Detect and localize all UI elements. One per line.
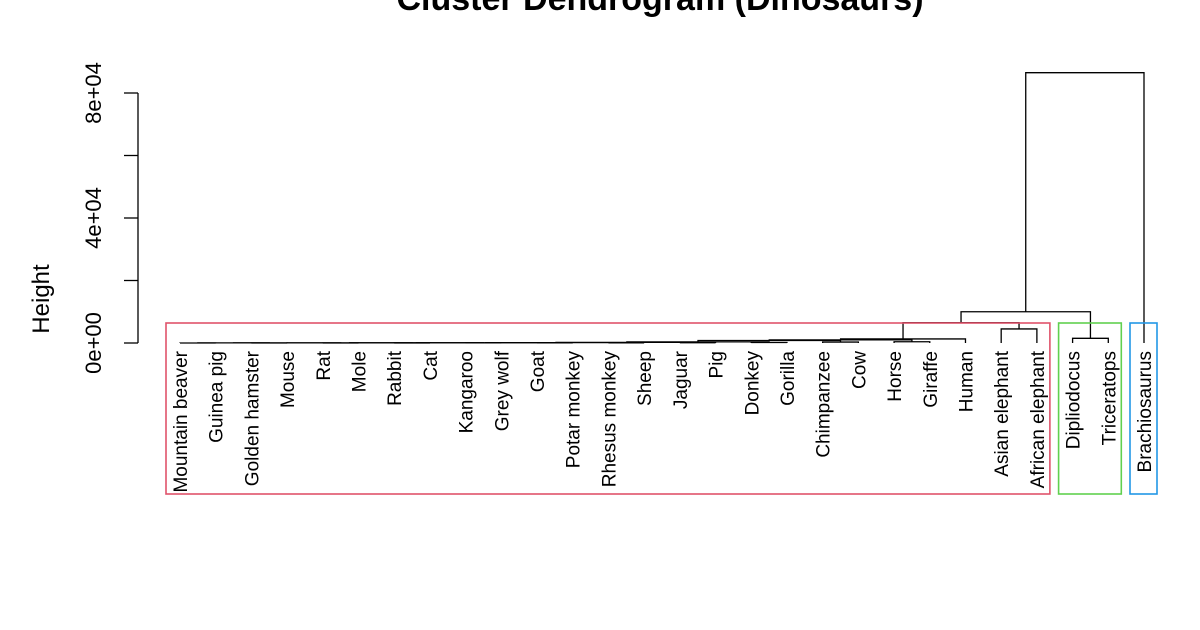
leaf-label-golden-hamster: Golden hamster xyxy=(242,350,263,486)
merge-mountain-beaver-human xyxy=(839,338,967,343)
merge-mountain-beaver-donkey xyxy=(626,341,770,343)
merge-mountain-beaver-brachiosaurus xyxy=(1025,72,1145,343)
merge-horse-giraffe xyxy=(893,341,931,343)
merge-asian-elephant-african-elephant xyxy=(1000,328,1038,343)
leaf-label-mole: Mole xyxy=(350,351,371,392)
merge-mountain-beaver-dipliodocus xyxy=(960,311,1092,339)
leaf-label-gorilla: Gorilla xyxy=(778,351,799,406)
chart-title: Cluster Dendrogram (Dinosaurs) xyxy=(396,0,923,18)
leaf-label-guinea-pig: Guinea pig xyxy=(207,351,228,443)
leaf-label-asian-elephant: Asian elephant xyxy=(992,350,1013,476)
leaf-label-goat: Goat xyxy=(528,350,549,392)
leaf-label-sheep: Sheep xyxy=(635,351,656,406)
leaf-label-mountain-beaver: Mountain beaver xyxy=(171,350,192,492)
leaf-label-african-elephant: African elephant xyxy=(1028,350,1049,488)
cluster-box-dipliodocus xyxy=(1057,322,1123,495)
y-axis-label: Height xyxy=(28,264,55,334)
leaf-label-rhesus-monkey: Rhesus monkey xyxy=(599,351,620,488)
leaf-label-pig: Pig xyxy=(707,351,728,378)
leaf-label-grey-wolf: Grey wolf xyxy=(492,350,513,431)
leaf-label-cat: Cat xyxy=(421,350,442,380)
leaf-label-mouse: Mouse xyxy=(278,351,299,408)
leaf-label-rat: Rat xyxy=(314,350,335,380)
leaf-label-cow: Cow xyxy=(849,351,870,389)
leaf-label-human: Human xyxy=(956,351,977,412)
leaf-labels: Mountain beaver Guinea pig Golden hamster M… xyxy=(171,350,1156,492)
cluster-boxes xyxy=(165,322,1158,495)
y-tick-label: 0e+00 xyxy=(81,312,106,374)
leaf-label-kangaroo: Kangaroo xyxy=(457,351,478,433)
leaf-label-triceratops: Triceratops xyxy=(1099,351,1120,445)
dendrogram-tree xyxy=(179,72,1145,344)
merge-dipliodocus-triceratops xyxy=(1071,337,1109,343)
leaf-label-potar-monkey: Potar monkey xyxy=(564,351,585,469)
leaf-label-chimpanzee: Chimpanzee xyxy=(814,351,835,458)
cluster-box-mountain-beaver xyxy=(165,322,1051,495)
y-tick-label: 4e+04 xyxy=(81,187,106,249)
leaf-label-jaguar: Jaguar xyxy=(671,350,692,409)
leaf-label-brachiosaurus: Brachiosaurus xyxy=(1135,351,1156,472)
leaf-label-giraffe: Giraffe xyxy=(921,351,942,408)
cluster-box-brachiosaurus xyxy=(1129,322,1158,495)
merge-chimpanzee-cow xyxy=(822,341,860,343)
leaf-label-dipliodocus: Dipliodocus xyxy=(1064,351,1085,449)
leaf-label-rabbit: Rabbit xyxy=(385,350,406,406)
leaf-label-horse: Horse xyxy=(885,351,906,402)
y-axis: 0e+00 4e+04 8e+04 xyxy=(81,62,139,374)
y-tick-label: 8e+04 xyxy=(81,62,106,124)
leaf-label-donkey: Donkey xyxy=(742,351,763,416)
